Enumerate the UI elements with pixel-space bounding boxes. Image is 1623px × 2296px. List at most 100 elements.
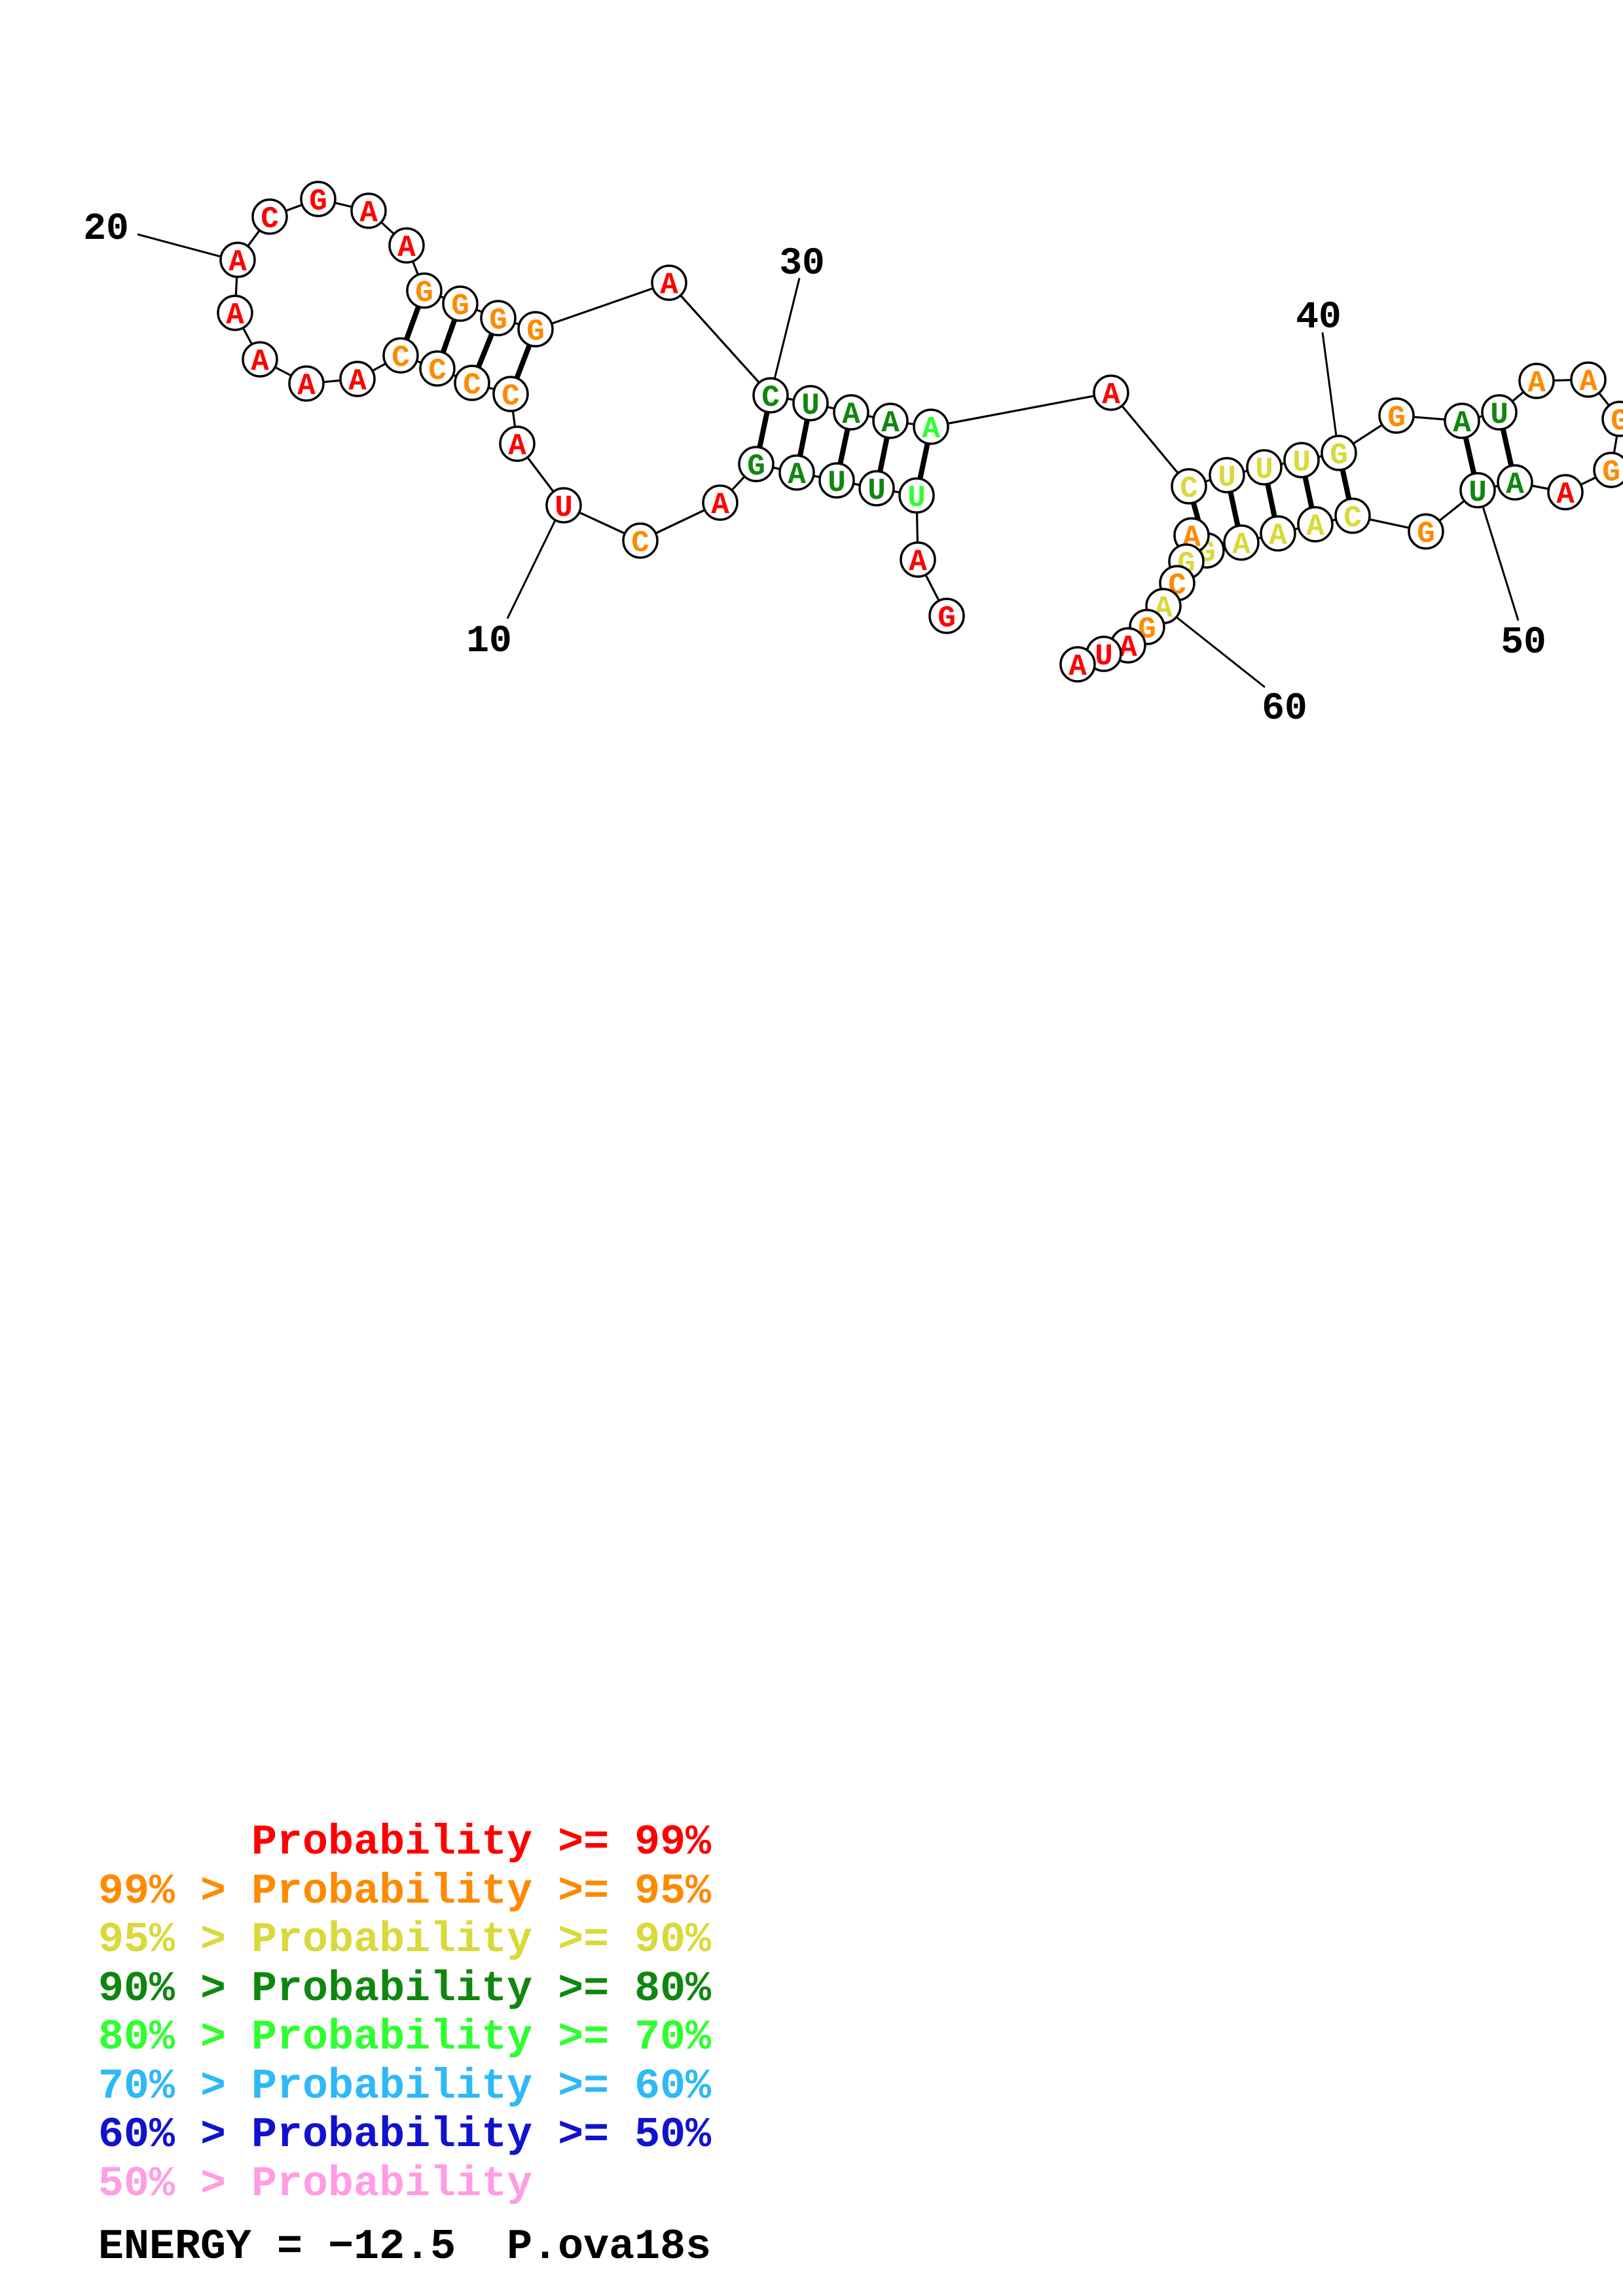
legend-row: Probability >= 99% [98, 1818, 712, 1867]
nucleotide-21-C: C [251, 198, 288, 236]
nucleotide-base-letter: C [463, 368, 481, 403]
nucleotide-base-letter: A [226, 298, 244, 332]
nucleotide-base-letter: A [251, 345, 269, 379]
nucleotide-51-G: G [1408, 513, 1444, 551]
nucleotide-circle [622, 522, 659, 559]
nucleotide-circle [898, 477, 935, 514]
nucleotide-circle [1444, 403, 1480, 439]
nucleotide-base-letter: A [1068, 650, 1087, 684]
probability-legend: Probability >= 99% 99% > Probability >= 9… [98, 1818, 711, 2208]
nucleotide-circle [833, 394, 869, 431]
nucleotide-4-U: U [858, 470, 895, 508]
nucleotide-base-letter: A [1102, 378, 1120, 412]
nucleotide-circle [242, 341, 278, 378]
nucleotide-34-A: A [913, 408, 949, 446]
nucleotide-14-C: C [419, 350, 456, 388]
nucleotide-circle [339, 361, 376, 397]
nucleotide-41-G: G [1378, 397, 1415, 435]
nucleotide-circle [1246, 449, 1283, 486]
nucleotide-circle [1334, 497, 1371, 534]
nucleotide-circle [1481, 394, 1518, 431]
nucleotide-circle [928, 598, 965, 634]
nucleotide-54-A: A [1260, 515, 1296, 553]
nucleotide-base-letter: U [907, 481, 926, 515]
nucleotide-28-G: G [517, 311, 554, 349]
nucleotide-circle [517, 311, 554, 348]
nucleotide-base-letter: G [415, 276, 433, 310]
nucleotide-circle [778, 454, 815, 491]
nucleotide-15-C: C [382, 337, 419, 375]
position-label-30: 30 [779, 243, 825, 285]
nucleotide-49-A: A [1497, 464, 1533, 502]
nucleotide-base-letter: C [392, 341, 410, 375]
nucleotide-circle [1093, 374, 1129, 411]
nucleotide-circle [702, 484, 739, 521]
nucleotide-base-letter: A [922, 412, 940, 446]
nucleotide-base-letter: U [1218, 461, 1236, 495]
nucleotide-base-letter: A [297, 369, 316, 403]
nucleotide-base-letter: A [881, 406, 900, 440]
nucleotide-base-letter: C [428, 354, 447, 388]
nucleotide-42-A: A [1444, 403, 1480, 440]
nucleotide-base-letter: A [508, 429, 526, 463]
nucleotide-base-letter: A [1506, 468, 1524, 502]
nucleotide-base-letter: G [1602, 456, 1620, 490]
nucleotide-base-letter: A [1556, 478, 1575, 512]
nucleotide-24-A: A [388, 227, 425, 265]
position-label-40: 40 [1296, 296, 1341, 339]
nucleotide-circle [1593, 452, 1623, 488]
nucleotide-circle [1059, 646, 1096, 683]
nucleotide-base-letter: A [359, 196, 378, 230]
nucleotide-circle [499, 425, 536, 462]
nucleotide-base-letter: G [309, 185, 327, 219]
nucleotide-circle [492, 376, 529, 412]
nucleotide-base-letter: G [1330, 439, 1348, 473]
nucleotide-base-letter: C [1180, 472, 1198, 506]
nucleotide-12-C: C [492, 376, 529, 414]
nucleotide-circle [1547, 474, 1584, 511]
position-label-line [1176, 616, 1266, 689]
nucleotide-circle [1570, 361, 1607, 398]
nucleotide-53-A: A [1297, 506, 1334, 544]
position-label-line [1321, 332, 1338, 437]
nucleotide-11-A: A [499, 425, 536, 463]
nucleotide-circle [1601, 401, 1623, 437]
nucleotide-1-G: G [928, 598, 965, 636]
position-label-lines [137, 233, 1520, 689]
nucleotide-circle [480, 300, 517, 336]
nucleotide-base-letter: U [1255, 453, 1273, 487]
nucleotide-8-A: A [702, 484, 739, 522]
nucleotide-base-letter: A [1269, 519, 1287, 553]
nucleotide-57-A: A [1173, 517, 1210, 555]
nucleotide-base-letter: G [1611, 404, 1623, 439]
nucleotide-base-letter: C [631, 526, 649, 560]
nucleotide-25-G: G [406, 272, 443, 310]
nucleotide-base-letter: C [261, 202, 279, 236]
nucleotide-circle [442, 285, 479, 322]
nucleotide-6-A: A [778, 454, 815, 492]
nucleotide-base-letter: A [1527, 367, 1546, 401]
nucleotide-44-A: A [1518, 363, 1555, 401]
position-label-line [773, 278, 801, 380]
nucleotide-9-C: C [622, 522, 659, 560]
nucleotide-circle [454, 365, 490, 401]
nucleotide-circle [900, 541, 936, 578]
legend-row: 90% > Probability >= 80% [98, 1964, 712, 2013]
nucleotide-circle [1209, 457, 1245, 493]
nucleotide-circle [1408, 513, 1444, 550]
nucleotide-10-U: U [545, 487, 582, 525]
nucleotide-32-A: A [833, 394, 869, 432]
nucleotide-circle [1223, 524, 1260, 561]
nucleotide-40-G: G [1321, 435, 1357, 473]
nucleotide-circle [1321, 435, 1357, 471]
position-label-60: 60 [1262, 688, 1307, 730]
nucleotide-circle [388, 227, 425, 264]
nucleotide-29-A: A [651, 264, 687, 302]
position-label-line [1482, 506, 1520, 621]
nucleotide-38-U: U [1246, 449, 1283, 487]
nucleotide-circle [752, 377, 789, 414]
nucleotide-base-letter: U [1095, 639, 1113, 673]
nucleotide-circle [738, 446, 775, 482]
